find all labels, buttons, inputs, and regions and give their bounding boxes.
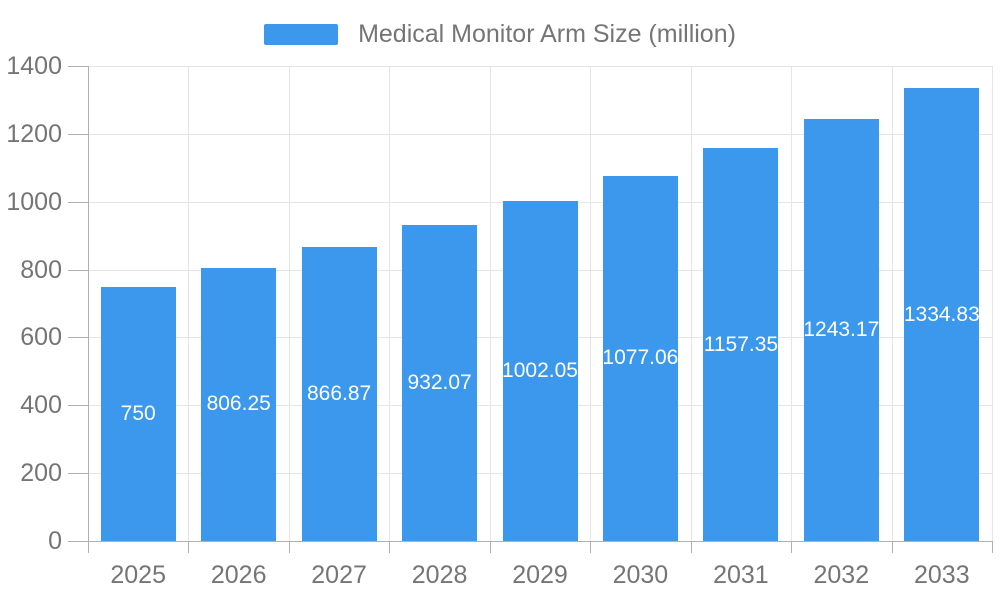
gridline-vertical — [389, 66, 391, 541]
y-axis-label: 1400 — [6, 52, 62, 80]
legend-label: Medical Monitor Arm Size (million) — [358, 20, 736, 48]
y-axis-tick — [68, 473, 88, 475]
x-axis-tick — [489, 541, 491, 553]
x-axis-label-2033: 2033 — [913, 561, 970, 589]
y-axis-tick — [68, 133, 88, 135]
legend-swatch — [264, 23, 339, 45]
gridline-vertical — [489, 66, 491, 541]
bar-2025 — [100, 286, 176, 541]
gridline-horizontal — [88, 133, 992, 135]
y-axis-label: 0 — [48, 527, 62, 555]
bar-2026 — [201, 267, 277, 541]
y-axis-tick — [68, 405, 88, 407]
y-axis-tick — [68, 201, 88, 203]
y-axis-line — [88, 66, 89, 553]
gridline-vertical — [791, 66, 793, 541]
x-axis-label-2025: 2025 — [110, 561, 166, 589]
chart-legend[interactable]: Medical Monitor Arm Size (million) — [0, 20, 1000, 48]
x-axis-label-2028: 2028 — [411, 561, 468, 589]
x-axis-label-2027: 2027 — [311, 561, 367, 589]
x-axis-label-2032: 2032 — [813, 561, 870, 589]
x-axis-tick — [188, 541, 190, 553]
x-axis-tick — [288, 541, 290, 553]
y-axis-label: 1000 — [6, 187, 62, 216]
y-axis-label: 200 — [20, 459, 62, 488]
gridline-horizontal — [88, 66, 992, 67]
y-axis-tick — [68, 541, 88, 542]
bar-2029 — [502, 201, 578, 541]
y-axis-label: 400 — [20, 391, 62, 420]
y-axis-label: 800 — [20, 255, 62, 284]
bar-2032 — [803, 119, 879, 541]
gridline-vertical — [891, 66, 893, 541]
x-axis-label-2029: 2029 — [512, 561, 568, 589]
bar-2028 — [402, 224, 478, 541]
bar-2030 — [602, 175, 678, 541]
gridline-vertical — [690, 66, 692, 541]
gridline-vertical — [992, 66, 993, 541]
x-axis-label-2031: 2031 — [713, 561, 769, 589]
x-axis-tick — [389, 541, 391, 553]
x-axis-line — [88, 541, 992, 542]
y-axis-label: 1200 — [6, 119, 62, 148]
bar-2031 — [703, 148, 779, 541]
x-axis-label-2026: 2026 — [210, 561, 267, 589]
x-axis-label-2030: 2030 — [612, 561, 669, 589]
y-axis-tick — [68, 66, 88, 67]
gridline-vertical — [590, 66, 592, 541]
bar-2033 — [904, 88, 980, 541]
y-axis-tick — [68, 337, 88, 339]
x-axis-tick — [992, 541, 993, 553]
bar-2027 — [301, 246, 377, 541]
y-axis-label: 600 — [20, 323, 62, 352]
y-axis-tick — [68, 269, 88, 271]
gridline-vertical — [188, 66, 190, 541]
x-axis-tick — [590, 541, 592, 553]
x-axis-tick — [690, 541, 692, 553]
gridline-vertical — [288, 66, 290, 541]
x-axis-tick — [791, 541, 793, 553]
x-axis-tick — [891, 541, 893, 553]
